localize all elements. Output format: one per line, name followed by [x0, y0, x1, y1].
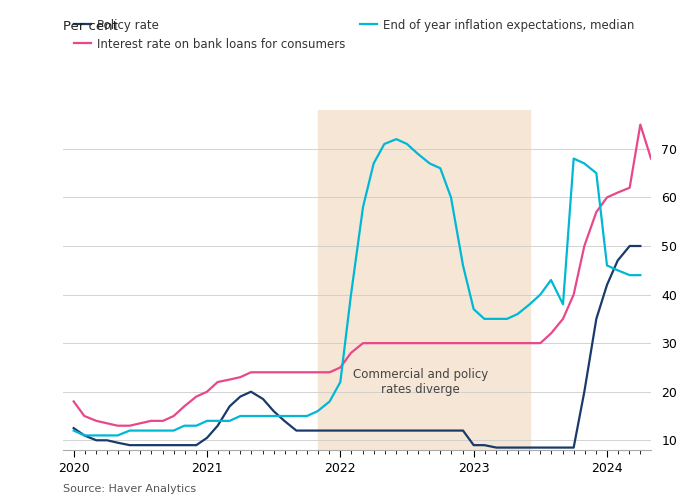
- Bar: [318, 110, 530, 450]
- Text: Source: Haver Analytics: Source: Haver Analytics: [63, 484, 196, 494]
- Legend: Policy rate, Interest rate on bank loans for consumers, End of year inflation ex: Policy rate, Interest rate on bank loans…: [69, 14, 640, 55]
- Text: Commercial and policy
rates diverge: Commercial and policy rates diverge: [353, 368, 488, 396]
- Text: Per cent: Per cent: [63, 20, 118, 32]
